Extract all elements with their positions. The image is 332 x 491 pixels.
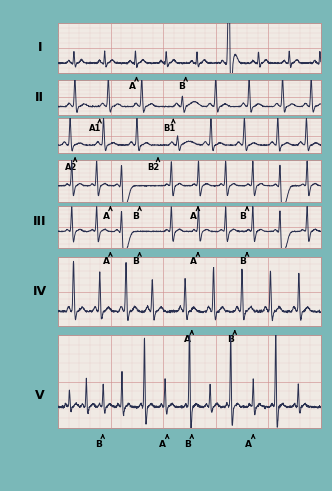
Bar <box>58 23 321 73</box>
Text: B1: B1 <box>163 124 175 133</box>
Bar <box>58 160 321 202</box>
Text: B2: B2 <box>147 163 160 172</box>
Text: A: A <box>190 257 197 266</box>
Text: A: A <box>159 439 166 449</box>
Text: V: V <box>35 389 44 402</box>
Text: B: B <box>184 439 191 449</box>
Text: B: B <box>239 257 246 266</box>
Bar <box>58 257 321 326</box>
Text: B: B <box>239 212 246 220</box>
Text: II: II <box>35 91 44 104</box>
Text: I: I <box>38 41 42 55</box>
Text: IV: IV <box>33 285 47 298</box>
Bar <box>58 118 321 153</box>
Text: B: B <box>227 335 234 344</box>
Text: A1: A1 <box>89 124 102 133</box>
Text: A2: A2 <box>65 163 77 172</box>
Text: A: A <box>184 335 191 344</box>
Bar <box>58 335 321 428</box>
Bar <box>58 206 321 248</box>
Text: B: B <box>132 212 139 220</box>
Bar <box>58 80 321 114</box>
Text: A: A <box>129 82 136 91</box>
Text: B: B <box>132 257 139 266</box>
Text: B: B <box>95 439 102 449</box>
Text: III: III <box>33 215 46 228</box>
Text: B: B <box>178 82 185 91</box>
Text: A: A <box>245 439 252 449</box>
Text: A: A <box>103 257 110 266</box>
Text: A: A <box>190 212 197 220</box>
Text: A: A <box>103 212 110 220</box>
